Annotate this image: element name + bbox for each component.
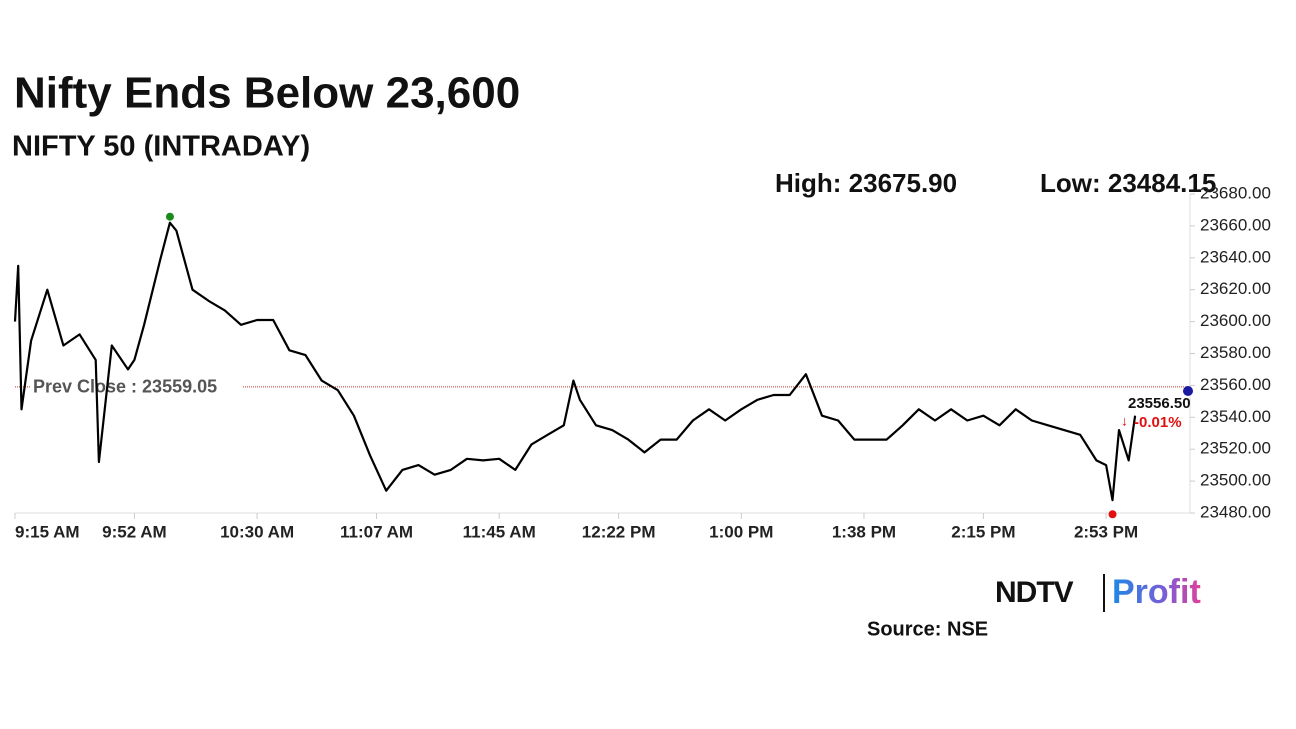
change-arrow: ↓	[1121, 413, 1128, 429]
price-line	[13, 221, 1137, 502]
last-value: 23556.50	[1128, 395, 1191, 412]
low-dot	[1108, 510, 1117, 519]
x-tick-label: 1:38 PM	[832, 522, 896, 541]
y-tick-label: 23620.00	[1200, 279, 1271, 298]
last-dot	[1183, 385, 1193, 396]
y-tick-label: 23560.00	[1200, 375, 1271, 394]
logo-left: NDTV	[995, 576, 1074, 609]
y-tick-label: 23520.00	[1200, 439, 1271, 458]
x-tick-label: 11:45 AM	[463, 522, 536, 541]
x-tick-label: 2:15 PM	[951, 522, 1015, 541]
source: Source: NSE	[867, 618, 988, 640]
x-tick-label: 9:52 AM	[102, 522, 167, 541]
y-tick-label: 23600.00	[1200, 311, 1271, 330]
y-tick-label: 23500.00	[1200, 471, 1271, 490]
change-label: -0.01%	[1134, 414, 1182, 431]
prev-close-bg	[30, 375, 242, 398]
prev-close-label: Prev Close : 23559.05	[33, 377, 217, 397]
logo-right: Profit	[1112, 573, 1201, 611]
y-tick-label: 23580.00	[1200, 343, 1271, 362]
x-tick-label: 11:07 AM	[340, 522, 413, 541]
y-tick-label: 23540.00	[1200, 407, 1271, 426]
x-tick-label: 2:53 PM	[1074, 522, 1138, 541]
high-label: High: 23675.90	[775, 168, 957, 198]
chart-title: Nifty Ends Below 23,600	[14, 69, 520, 118]
y-tick-label: 23480.00	[1200, 502, 1271, 521]
chart-subtitle: NIFTY 50 (INTRADAY)	[12, 131, 310, 163]
x-tick-label: 9:15 AM	[15, 522, 80, 541]
x-tick-label: 1:00 PM	[709, 522, 773, 541]
high-dot	[165, 212, 174, 221]
x-tick-label: 10:30 AM	[220, 522, 294, 541]
y-tick-label: 23640.00	[1200, 247, 1271, 266]
x-tick-label: 12:22 PM	[582, 522, 656, 541]
y-tick-label: 23680.00	[1200, 183, 1271, 202]
low-label: Low: 23484.15	[1040, 168, 1216, 198]
y-tick-label: 23660.00	[1200, 215, 1271, 234]
